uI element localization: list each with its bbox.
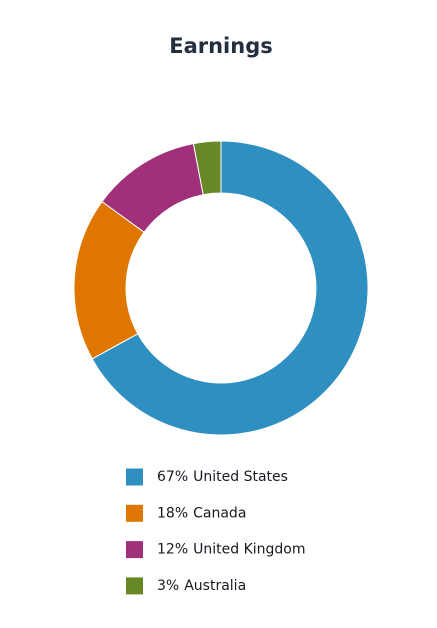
- legend-label: United States: [193, 469, 288, 485]
- legend-swatch: [126, 541, 143, 559]
- legend-label: Canada: [193, 505, 246, 521]
- legend-entry: 18% Canada: [157, 505, 246, 521]
- legend-swatch: [126, 468, 143, 486]
- slice: [73, 200, 145, 360]
- slice: [91, 140, 369, 436]
- chart-title: Earnings: [169, 34, 273, 58]
- legend-entry: 67% United States: [157, 469, 288, 485]
- legend-swatch: [126, 504, 143, 522]
- legend-value: 12%: [157, 542, 188, 558]
- legend-value: 18%: [157, 505, 188, 521]
- legend-label: Australia: [184, 578, 246, 594]
- legend: 67% United States 18% Canada 12% United Kingd…: [126, 468, 306, 595]
- legend-entry: 12% United Kingdom: [157, 542, 306, 558]
- slice: [192, 140, 222, 196]
- legend-swatch: [126, 577, 143, 595]
- donut: [73, 140, 369, 436]
- legend-value: 67%: [157, 469, 188, 485]
- legend-entry: 3% Australia: [157, 578, 246, 594]
- legend-label: United Kingdom: [193, 542, 305, 558]
- legend-value: 3%: [157, 578, 179, 594]
